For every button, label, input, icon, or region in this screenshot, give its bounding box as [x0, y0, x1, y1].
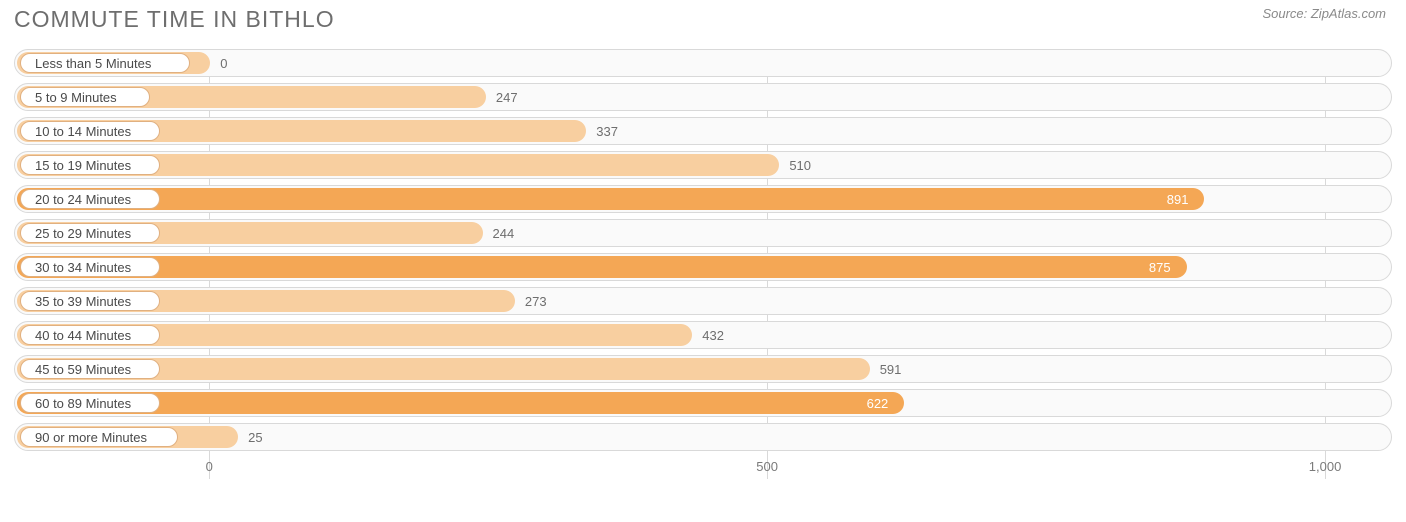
category-pill: 20 to 24 Minutes	[20, 189, 160, 209]
value-label: 891	[1167, 186, 1189, 212]
category-label: 35 to 39 Minutes	[35, 294, 131, 309]
category-label: 25 to 29 Minutes	[35, 226, 131, 241]
bar-row: 30 to 34 Minutes 875	[14, 253, 1392, 281]
category-label: 60 to 89 Minutes	[35, 396, 131, 411]
category-pill: 15 to 19 Minutes	[20, 155, 160, 175]
value-label: 337	[596, 118, 618, 144]
category-label: 90 or more Minutes	[35, 430, 147, 445]
category-label: 10 to 14 Minutes	[35, 124, 131, 139]
category-pill: 90 or more Minutes	[20, 427, 178, 447]
bar-row: Less than 5 Minutes 0	[14, 49, 1392, 77]
category-pill: 40 to 44 Minutes	[20, 325, 160, 345]
bar-row: 10 to 14 Minutes 337	[14, 117, 1392, 145]
value-label: 510	[789, 152, 811, 178]
category-label: 45 to 59 Minutes	[35, 362, 131, 377]
category-label: 20 to 24 Minutes	[35, 192, 131, 207]
value-label: 247	[496, 84, 518, 110]
category-label: 15 to 19 Minutes	[35, 158, 131, 173]
x-axis: 0 500 1,000	[14, 457, 1392, 479]
value-label: 432	[702, 322, 724, 348]
bar-row: 90 or more Minutes 25	[14, 423, 1392, 451]
category-label: Less than 5 Minutes	[35, 56, 151, 71]
chart-area: Less than 5 Minutes 0 5 to 9 Minutes 247 10 …	[14, 49, 1392, 479]
axis-tick-label: 0	[206, 459, 213, 474]
chart-rows: Less than 5 Minutes 0 5 to 9 Minutes 247 10 …	[14, 49, 1392, 451]
category-pill: 60 to 89 Minutes	[20, 393, 160, 413]
bar-row: 45 to 59 Minutes 591	[14, 355, 1392, 383]
category-pill: 5 to 9 Minutes	[20, 87, 150, 107]
category-pill: 25 to 29 Minutes	[20, 223, 160, 243]
axis-tick-label: 500	[756, 459, 778, 474]
value-label: 622	[867, 390, 889, 416]
category-pill: 45 to 59 Minutes	[20, 359, 160, 379]
bar-row: 40 to 44 Minutes 432	[14, 321, 1392, 349]
category-label: 5 to 9 Minutes	[35, 90, 117, 105]
bar	[17, 188, 1204, 210]
category-label: 40 to 44 Minutes	[35, 328, 131, 343]
value-label: 591	[880, 356, 902, 382]
category-pill: 30 to 34 Minutes	[20, 257, 160, 277]
axis-tick-label: 1,000	[1309, 459, 1342, 474]
value-label: 25	[248, 424, 262, 450]
chart-title: COMMUTE TIME IN BITHLO	[14, 6, 335, 33]
category-label: 30 to 34 Minutes	[35, 260, 131, 275]
value-label: 875	[1149, 254, 1171, 280]
bar-row: 5 to 9 Minutes 247	[14, 83, 1392, 111]
category-pill: Less than 5 Minutes	[20, 53, 190, 73]
chart-header: COMMUTE TIME IN BITHLO Source: ZipAtlas.…	[0, 0, 1406, 35]
chart-source: Source: ZipAtlas.com	[1262, 6, 1386, 21]
bar-row: 60 to 89 Minutes 622	[14, 389, 1392, 417]
category-pill: 35 to 39 Minutes	[20, 291, 160, 311]
bar-row: 35 to 39 Minutes 273	[14, 287, 1392, 315]
category-pill: 10 to 14 Minutes	[20, 121, 160, 141]
value-label: 244	[493, 220, 515, 246]
value-label: 273	[525, 288, 547, 314]
bar-row: 20 to 24 Minutes 891	[14, 185, 1392, 213]
bar-row: 25 to 29 Minutes 244	[14, 219, 1392, 247]
bar-row: 15 to 19 Minutes 510	[14, 151, 1392, 179]
value-label: 0	[220, 50, 227, 76]
bar	[17, 256, 1187, 278]
